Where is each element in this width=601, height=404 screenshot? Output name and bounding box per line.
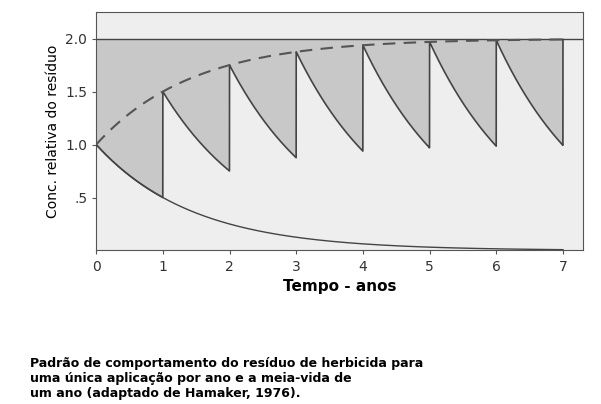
X-axis label: Tempo - anos: Tempo - anos [283,279,396,294]
Text: Padrão de comportamento do resíduo de herbicida para
uma única aplicação por ano: Padrão de comportamento do resíduo de he… [30,357,423,400]
Y-axis label: Conc. relativa do resíduo: Conc. relativa do resíduo [46,44,59,218]
